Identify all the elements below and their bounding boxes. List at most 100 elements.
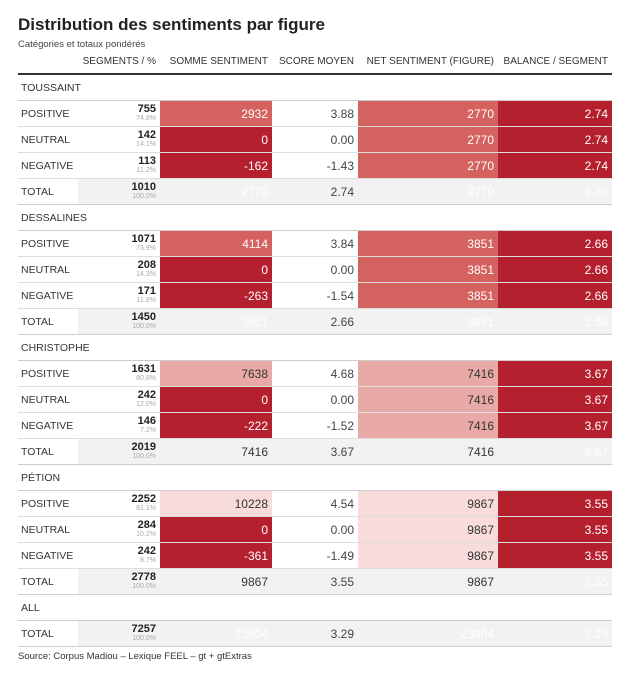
group-label: CHRISTOPHE	[18, 334, 612, 361]
row-label: POSITIVE	[18, 490, 78, 517]
header-row: SEGMENTS / % SOMME SENTIMENT SCORE MOYEN…	[18, 54, 612, 75]
score-moyen-cell: 4.54	[272, 490, 358, 517]
score-moyen-cell: 0.00	[272, 126, 358, 153]
col-header-segments: SEGMENTS / %	[78, 54, 160, 75]
segment-percent: 73.9%	[136, 245, 156, 252]
row-label: TOTAL	[18, 620, 78, 647]
segments-cell: 1450 100.0%	[78, 308, 160, 335]
net-sentiment-cell: 2770	[358, 100, 498, 127]
score-moyen-cell: 3.29	[272, 620, 358, 647]
score-moyen-cell: 2.74	[272, 178, 358, 205]
balance-segment-cell: 3.55	[498, 568, 612, 595]
score-moyen-cell: 2.66	[272, 308, 358, 335]
segment-count: 284	[137, 519, 156, 531]
total-row: TOTAL 7257 100.0% 23904 3.29 23904 3.29	[18, 620, 612, 647]
segment-percent: 100.0%	[132, 193, 156, 200]
segments-cell: 171 11.8%	[78, 282, 160, 309]
balance-segment-cell: 3.67	[498, 438, 612, 465]
table-row: NEGATIVE 113 11.2% -162 -1.43 2770 2.74	[18, 152, 612, 179]
segment-count: 2019	[131, 441, 156, 453]
table-subtitle: Catégories et totaux pondérés	[18, 39, 146, 50]
row-label: NEGATIVE	[18, 542, 78, 569]
segments-cell: 113 11.2%	[78, 152, 160, 179]
table-row: NEGATIVE 146 7.2% -222 -1.52 7416 3.67	[18, 412, 612, 439]
score-moyen-cell: -1.52	[272, 412, 358, 439]
balance-segment-cell: 2.66	[498, 256, 612, 283]
somme-sentiment-cell: 4114	[160, 230, 272, 257]
net-sentiment-cell: 3851	[358, 256, 498, 283]
segment-count: 2778	[131, 571, 156, 583]
group-label: TOUSSAINT	[18, 74, 612, 101]
segment-count: 146	[137, 415, 156, 427]
somme-sentiment-cell: 2770	[160, 178, 272, 205]
net-sentiment-cell: 7416	[358, 412, 498, 439]
row-label: NEGATIVE	[18, 152, 78, 179]
table-container: Distribution des sentiments par figure C…	[18, 14, 612, 662]
segments-cell: 755 74.8%	[78, 100, 160, 127]
net-sentiment-cell: 7416	[358, 360, 498, 387]
segment-count: 1450	[131, 311, 156, 323]
score-moyen-cell: 0.00	[272, 256, 358, 283]
segment-percent: 8.7%	[140, 557, 156, 564]
score-moyen-cell: 4.68	[272, 360, 358, 387]
row-label: NEUTRAL	[18, 256, 78, 283]
group-label: ALL	[18, 594, 612, 621]
table-row: NEGATIVE 171 11.8% -263 -1.54 3851 2.66	[18, 282, 612, 309]
segment-count: 113	[138, 155, 156, 167]
segment-percent: 100.0%	[132, 323, 156, 330]
row-label: NEUTRAL	[18, 386, 78, 413]
segment-count: 142	[137, 129, 156, 141]
table-row: NEUTRAL 284 10.2% 0 0.00 9867 3.55	[18, 516, 612, 543]
group-label: PÉTION	[18, 464, 612, 491]
row-label: NEUTRAL	[18, 516, 78, 543]
segment-percent: 11.8%	[136, 297, 156, 304]
segment-count: 171	[137, 285, 156, 297]
score-moyen-cell: 0.00	[272, 516, 358, 543]
score-moyen-cell: -1.49	[272, 542, 358, 569]
net-sentiment-cell: 9867	[358, 490, 498, 517]
segments-cell: 7257 100.0%	[78, 620, 160, 647]
table-row: POSITIVE 2252 81.1% 10228 4.54 9867 3.55	[18, 490, 612, 517]
row-label: NEGATIVE	[18, 412, 78, 439]
segment-count: 242	[137, 389, 156, 401]
segments-cell: 242 12.0%	[78, 386, 160, 413]
score-moyen-cell: 3.67	[272, 438, 358, 465]
group-label: DESSALINES	[18, 204, 612, 231]
segments-cell: 284 10.2%	[78, 516, 160, 543]
group-row: PÉTION	[18, 464, 612, 491]
sentiment-table: SEGMENTS / % SOMME SENTIMENT SCORE MOYEN…	[18, 54, 612, 647]
segment-count: 755	[137, 103, 156, 115]
somme-sentiment-cell: -222	[160, 412, 272, 439]
somme-sentiment-cell: 0	[160, 516, 272, 543]
net-sentiment-cell: 3851	[358, 282, 498, 309]
somme-sentiment-cell: 0	[160, 126, 272, 153]
segments-cell: 2019 100.0%	[78, 438, 160, 465]
segment-percent: 10.2%	[136, 531, 156, 538]
segments-cell: 1071 73.9%	[78, 230, 160, 257]
col-header-score: SCORE MOYEN	[272, 54, 358, 75]
table-row: NEUTRAL 142 14.1% 0 0.00 2770 2.74	[18, 126, 612, 153]
balance-segment-cell: 3.67	[498, 412, 612, 439]
segment-count: 1010	[131, 181, 156, 193]
row-label: POSITIVE	[18, 100, 78, 127]
net-sentiment-cell: 3851	[358, 308, 498, 335]
segment-count: 208	[137, 259, 156, 271]
net-sentiment-cell: 2770	[358, 152, 498, 179]
group-row: CHRISTOPHE	[18, 334, 612, 361]
row-label: TOTAL	[18, 568, 78, 595]
segment-percent: 14.3%	[136, 271, 156, 278]
total-row: TOTAL 2778 100.0% 9867 3.55 9867 3.55	[18, 568, 612, 595]
row-label: TOTAL	[18, 308, 78, 335]
segment-percent: 80.8%	[136, 375, 156, 382]
segment-count: 242	[137, 545, 156, 557]
col-header-somme: SOMME SENTIMENT	[160, 54, 272, 75]
somme-sentiment-cell: 7416	[160, 438, 272, 465]
table-row: POSITIVE 755 74.8% 2932 3.88 2770 2.74	[18, 100, 612, 127]
row-label: POSITIVE	[18, 360, 78, 387]
table-row: POSITIVE 1071 73.9% 4114 3.84 3851 2.66	[18, 230, 612, 257]
table-row: POSITIVE 1631 80.8% 7638 4.68 7416 3.67	[18, 360, 612, 387]
balance-segment-cell: 3.55	[498, 542, 612, 569]
balance-segment-cell: 3.67	[498, 386, 612, 413]
somme-sentiment-cell: 2932	[160, 100, 272, 127]
somme-sentiment-cell: 9867	[160, 568, 272, 595]
